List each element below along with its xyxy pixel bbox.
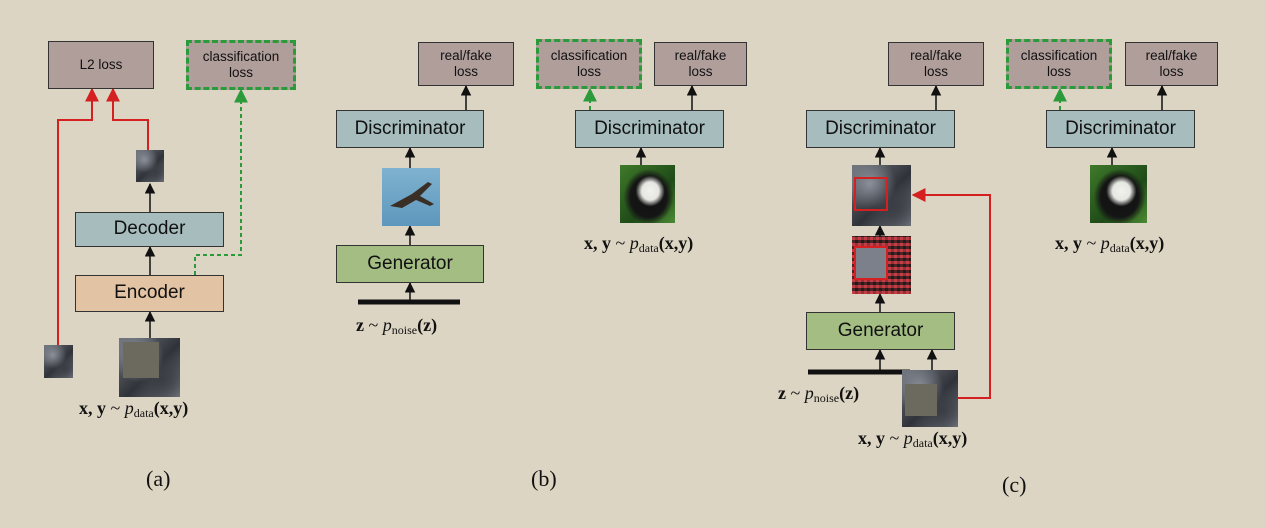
decoder-label: Decoder xyxy=(113,218,186,240)
classification-loss-box-b: classification loss xyxy=(536,39,642,89)
generator-box-b: Generator xyxy=(336,245,484,283)
math-tilde-zb: ~ xyxy=(368,315,379,335)
math-p-a: p xyxy=(124,398,134,418)
classification-loss-label-b: classification loss xyxy=(550,47,628,79)
real-fake-loss-box-b1: real/fake loss xyxy=(418,42,514,86)
math-args-xyc1: (x,y) xyxy=(932,428,968,448)
mask-patch-c xyxy=(905,384,937,416)
math-tilde-xyc1: ~ xyxy=(889,428,900,448)
real-fake-loss-label-b2: real/fake loss xyxy=(674,47,727,79)
math-xy-pdata-a: x, y ~ pdata(x,y) xyxy=(79,398,188,421)
math-tilde-xyb: ~ xyxy=(615,233,626,253)
caption-a: (a) xyxy=(146,466,171,491)
mask-patch-a xyxy=(123,342,159,378)
real-monkey-image-c xyxy=(1090,165,1147,223)
real-monkey-image-b xyxy=(620,165,675,223)
math-z-pnoise-b: z ~ pnoise(z) xyxy=(356,315,437,338)
math-sub-xyc2: data xyxy=(1109,241,1130,255)
sample-thumbnail-a xyxy=(44,345,73,378)
math-sub-xyc1: data xyxy=(912,436,933,450)
red-box-output-c xyxy=(854,177,888,211)
red-arrow-input-to-output-c xyxy=(911,188,991,399)
math-bold-z-b: z xyxy=(356,315,364,335)
math-sub-zc: noise xyxy=(813,391,840,405)
math-sub-xyb: data xyxy=(638,241,659,255)
math-bold-z-c: z xyxy=(778,383,786,403)
discriminator-label-c2: Discriminator xyxy=(1065,117,1176,139)
discriminator-label-c1: Discriminator xyxy=(825,117,936,139)
math-xy-pdata-c: x, y ~ pdata(x,y) xyxy=(858,428,967,451)
real-fake-loss-label-c2: real/fake loss xyxy=(1145,47,1198,79)
math-tilde-zc: ~ xyxy=(790,383,801,403)
math-args-zb: (z) xyxy=(417,315,438,335)
discriminator-box-b2: Discriminator xyxy=(575,110,724,148)
output-image-c xyxy=(852,165,911,226)
math-sub-zb: noise xyxy=(391,323,418,337)
math-bold-xy-c1: x, y xyxy=(858,428,885,448)
red-arrow-output-to-l2 xyxy=(106,87,149,150)
real-fake-loss-label-b1: real/fake loss xyxy=(440,47,492,79)
red-box-generated-c xyxy=(854,246,888,280)
decoder-box: Decoder xyxy=(75,212,224,247)
math-xy-pdata-b: x, y ~ pdata(x,y) xyxy=(584,233,693,256)
panel-b-connectors xyxy=(358,84,698,305)
caption-c: (c) xyxy=(1002,472,1027,497)
math-args-a: (x,y) xyxy=(153,398,189,418)
classification-loss-label-c: classification loss xyxy=(1020,47,1098,79)
real-fake-loss-box-c2: real/fake loss xyxy=(1125,42,1218,86)
panel-a-connectors xyxy=(57,87,248,345)
math-p-xyc2: p xyxy=(1100,233,1110,253)
real-fake-loss-box-c1: real/fake loss xyxy=(888,42,984,86)
classification-loss-box-a: classification loss xyxy=(186,40,296,90)
math-sub-a: data xyxy=(133,406,154,420)
real-fake-loss-box-b2: real/fake loss xyxy=(654,42,747,86)
l2-loss-label: L2 loss xyxy=(79,56,123,72)
math-p-xyc1: p xyxy=(903,428,913,448)
encoder-box: Encoder xyxy=(75,275,224,312)
real-fake-loss-label-c1: real/fake loss xyxy=(910,47,962,79)
red-arrow-sample-to-l2 xyxy=(57,87,99,345)
encoder-label: Encoder xyxy=(114,282,185,304)
math-args-zc: (z) xyxy=(839,383,860,403)
panel-c-connectors xyxy=(808,84,1168,399)
discriminator-box-b1: Discriminator xyxy=(336,110,484,148)
classification-loss-box-c: classification loss xyxy=(1006,39,1112,89)
caption-b: (b) xyxy=(531,466,557,491)
discriminator-label-b2: Discriminator xyxy=(594,117,705,139)
math-xy-pdata-c2: x, y ~ pdata(x,y) xyxy=(1055,233,1164,256)
math-bold-xy-c2: x, y xyxy=(1055,233,1082,253)
generator-label-b: Generator xyxy=(367,252,453,274)
masked-input-image-a xyxy=(119,338,180,397)
math-args-xyc2: (x,y) xyxy=(1129,233,1165,253)
plane-icon xyxy=(390,182,434,208)
math-z-pnoise-c: z ~ pnoise(z) xyxy=(778,383,859,406)
green-dashed-encoder-to-cls xyxy=(194,88,248,275)
math-bold-xy-b: x, y xyxy=(584,233,611,253)
discriminator-box-c2: Discriminator xyxy=(1046,110,1195,148)
math-p-xyb: p xyxy=(629,233,639,253)
discriminator-box-c1: Discriminator xyxy=(806,110,955,148)
discriminator-label-b1: Discriminator xyxy=(354,117,466,139)
output-thumbnail-a xyxy=(136,150,164,182)
math-tilde-xyc2: ~ xyxy=(1086,233,1097,253)
generated-red-image-c xyxy=(852,236,911,294)
generator-label-c: Generator xyxy=(837,319,924,341)
l2-loss-box: L2 loss xyxy=(48,41,154,89)
generator-box-c: Generator xyxy=(806,312,955,350)
inpaint-patch-c xyxy=(854,246,888,280)
math-args-xyb: (x,y) xyxy=(658,233,694,253)
math-p-zb: p xyxy=(382,315,392,335)
masked-input-image-c xyxy=(902,370,958,427)
generated-plane-image-b xyxy=(382,168,440,226)
classification-loss-label-a: classification loss xyxy=(202,48,280,80)
math-p-zc: p xyxy=(804,383,814,403)
math-tilde-a: ~ xyxy=(110,398,121,418)
math-bold-xy-a: x, y xyxy=(79,398,106,418)
